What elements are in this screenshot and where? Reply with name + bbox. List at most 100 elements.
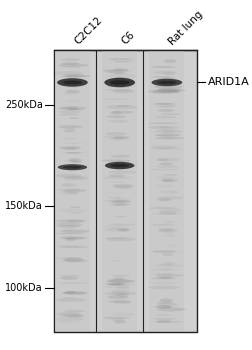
Ellipse shape	[61, 291, 88, 294]
Ellipse shape	[109, 228, 134, 230]
Ellipse shape	[60, 282, 88, 284]
Ellipse shape	[158, 126, 171, 128]
Ellipse shape	[63, 189, 87, 192]
Text: 150kDa: 150kDa	[5, 201, 43, 211]
Ellipse shape	[155, 133, 180, 137]
Ellipse shape	[104, 200, 130, 202]
Ellipse shape	[104, 89, 132, 91]
Ellipse shape	[62, 260, 88, 262]
Ellipse shape	[62, 80, 82, 84]
Ellipse shape	[104, 292, 128, 295]
Text: 100kDa: 100kDa	[5, 282, 43, 293]
Ellipse shape	[113, 186, 132, 189]
Ellipse shape	[57, 114, 79, 116]
Ellipse shape	[152, 147, 180, 150]
Ellipse shape	[113, 68, 128, 71]
Ellipse shape	[151, 250, 176, 253]
Ellipse shape	[68, 109, 82, 111]
Ellipse shape	[115, 286, 130, 289]
Ellipse shape	[60, 66, 81, 68]
Ellipse shape	[110, 200, 131, 204]
Ellipse shape	[64, 192, 78, 195]
Ellipse shape	[65, 90, 80, 93]
Ellipse shape	[69, 117, 79, 119]
Ellipse shape	[58, 106, 87, 110]
Ellipse shape	[156, 84, 174, 88]
Ellipse shape	[65, 107, 78, 109]
Ellipse shape	[113, 204, 130, 206]
Ellipse shape	[157, 109, 173, 112]
Ellipse shape	[158, 228, 174, 231]
Ellipse shape	[112, 89, 134, 93]
Ellipse shape	[154, 177, 174, 178]
Ellipse shape	[61, 62, 79, 65]
Ellipse shape	[157, 77, 175, 79]
Ellipse shape	[152, 321, 182, 323]
Ellipse shape	[58, 111, 81, 113]
Ellipse shape	[114, 83, 131, 84]
Ellipse shape	[154, 274, 183, 276]
Ellipse shape	[108, 318, 123, 321]
Ellipse shape	[155, 196, 183, 200]
Ellipse shape	[112, 201, 130, 202]
Ellipse shape	[153, 318, 175, 320]
Ellipse shape	[158, 211, 176, 215]
Ellipse shape	[55, 257, 82, 259]
Ellipse shape	[55, 233, 85, 234]
Ellipse shape	[108, 120, 128, 123]
Ellipse shape	[151, 91, 180, 93]
Ellipse shape	[111, 111, 133, 114]
Ellipse shape	[156, 301, 172, 304]
Ellipse shape	[58, 126, 82, 128]
Ellipse shape	[107, 283, 123, 285]
Ellipse shape	[108, 170, 136, 174]
Ellipse shape	[63, 310, 85, 312]
Ellipse shape	[57, 164, 87, 170]
Text: ARID1A: ARID1A	[207, 77, 248, 88]
Ellipse shape	[100, 160, 130, 162]
Ellipse shape	[158, 269, 173, 270]
Ellipse shape	[65, 74, 84, 77]
Ellipse shape	[160, 178, 173, 182]
Ellipse shape	[152, 103, 177, 105]
Ellipse shape	[61, 58, 80, 61]
Ellipse shape	[155, 89, 186, 92]
Ellipse shape	[66, 152, 80, 154]
Ellipse shape	[60, 276, 78, 280]
Ellipse shape	[148, 207, 178, 209]
Ellipse shape	[104, 282, 125, 285]
Ellipse shape	[110, 164, 129, 167]
Ellipse shape	[60, 230, 89, 233]
Ellipse shape	[148, 126, 178, 130]
Ellipse shape	[154, 135, 177, 136]
Ellipse shape	[101, 176, 130, 179]
Ellipse shape	[162, 72, 174, 75]
Ellipse shape	[115, 293, 128, 297]
Ellipse shape	[64, 176, 88, 179]
Ellipse shape	[151, 76, 173, 78]
Ellipse shape	[56, 312, 81, 316]
Ellipse shape	[107, 295, 128, 299]
Ellipse shape	[63, 143, 84, 144]
Ellipse shape	[105, 237, 127, 239]
Ellipse shape	[55, 245, 83, 247]
Ellipse shape	[63, 166, 81, 169]
Ellipse shape	[111, 275, 129, 276]
Ellipse shape	[106, 279, 130, 283]
Ellipse shape	[161, 178, 178, 182]
Ellipse shape	[64, 237, 89, 240]
Ellipse shape	[158, 229, 177, 233]
Ellipse shape	[161, 253, 173, 256]
Ellipse shape	[110, 204, 126, 206]
Ellipse shape	[159, 191, 179, 194]
Ellipse shape	[155, 137, 185, 139]
Ellipse shape	[59, 146, 80, 148]
Ellipse shape	[108, 58, 131, 60]
Ellipse shape	[57, 78, 87, 87]
Ellipse shape	[102, 136, 130, 138]
Ellipse shape	[58, 246, 88, 248]
Ellipse shape	[68, 159, 79, 161]
Ellipse shape	[64, 131, 75, 132]
Ellipse shape	[105, 162, 134, 169]
Ellipse shape	[56, 220, 84, 222]
